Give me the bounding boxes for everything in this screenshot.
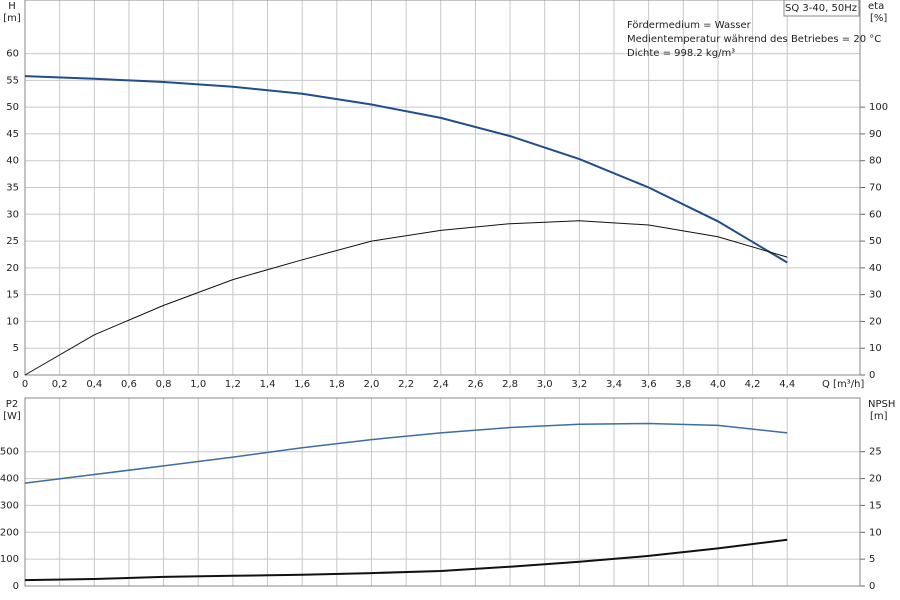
x-tick-label: 1,6 [294, 379, 310, 390]
y2-tick-label: 0 [869, 370, 875, 381]
y2-tick-label: 15 [869, 500, 882, 511]
x-tick-label: 0,4 [86, 379, 102, 390]
x-tick-label: 2,8 [502, 379, 518, 390]
x-tick-label: 0,6 [121, 379, 137, 390]
y-tick-label: 20 [6, 263, 19, 274]
x-tick-label: 1,8 [329, 379, 345, 390]
x-tick-label: 1,0 [190, 379, 206, 390]
y2-tick-label: 90 [869, 129, 882, 140]
y2-tick-label: 70 [869, 183, 882, 194]
y-tick-label: 15 [6, 290, 19, 301]
y-tick-label: 10 [6, 316, 19, 327]
y-tick-label: 45 [6, 129, 19, 140]
annotation: Dichte = 998.2 kg/m³ [627, 48, 735, 59]
y2-axis-label: eta [868, 1, 884, 12]
x-tick-label: 0,2 [52, 379, 68, 390]
y2-tick-label: 50 [869, 236, 882, 247]
y-axis-unit: [W] [3, 411, 21, 422]
x-tick-label: 3,2 [571, 379, 587, 390]
y-tick-label: 5 [13, 343, 19, 354]
plot-frame [24, 397, 861, 587]
series-line [24, 220, 788, 376]
plot-area [25, 398, 860, 586]
plot-frame [24, 0, 861, 376]
x-tick-label: 1,2 [225, 379, 241, 390]
x-tick-label: 1,4 [260, 379, 276, 390]
y-tick-label: 50 [6, 102, 19, 113]
y-tick-label: 500 [0, 447, 19, 458]
y-axis-unit: [m] [3, 13, 21, 24]
y-tick-label: 0 [13, 581, 19, 592]
y-tick-label: 100 [0, 554, 19, 565]
x-tick-label: 2,6 [467, 379, 483, 390]
y-axis-label: P2 [6, 399, 18, 410]
x-tick-label: 3,4 [606, 379, 622, 390]
series-line [24, 538, 788, 582]
y2-axis-unit: [m] [870, 411, 888, 422]
x-tick-label: 0 [22, 379, 28, 390]
y2-tick-label: 20 [869, 474, 882, 485]
series-line [24, 422, 788, 484]
x-tick-label: 4,2 [745, 379, 761, 390]
y-tick-label: 40 [6, 156, 19, 167]
x-tick-label: 2,2 [398, 379, 414, 390]
y2-tick-label: 10 [869, 527, 882, 538]
y2-tick-label: 60 [869, 209, 882, 220]
y-tick-label: 55 [6, 75, 19, 86]
annotation: Fördermedium = Wasser [627, 20, 752, 31]
y2-tick-label: 5 [869, 554, 875, 565]
x-tick-label: 3,0 [537, 379, 553, 390]
x-tick-label: 3,8 [675, 379, 691, 390]
y-tick-label: 35 [6, 183, 19, 194]
annotation: Medientemperatur während des Betriebes =… [627, 34, 881, 45]
x-tick-label: 4,0 [710, 379, 726, 390]
x-axis-label: Q [m³/h] [822, 379, 864, 390]
y2-tick-label: 40 [869, 263, 882, 274]
y-tick-label: 0 [13, 370, 19, 381]
y-axis-label: H [8, 1, 16, 12]
x-tick-label: 4,4 [779, 379, 795, 390]
x-tick-label: 0,8 [156, 379, 172, 390]
y-tick-label: 400 [0, 474, 19, 485]
x-tick-label: 2,4 [433, 379, 449, 390]
y2-tick-label: 25 [869, 447, 882, 458]
title-box [783, 0, 860, 17]
x-tick-label: 3,6 [641, 379, 657, 390]
y2-tick-label: 80 [869, 156, 882, 167]
chart-title: SQ 3-40, 50Hz [785, 3, 857, 14]
y2-tick-label: 0 [869, 581, 875, 592]
y-tick-label: 300 [0, 500, 19, 511]
y2-tick-label: 20 [869, 316, 882, 327]
y-tick-label: 30 [6, 209, 19, 220]
y-tick-label: 200 [0, 527, 19, 538]
y-tick-label: 60 [6, 49, 19, 60]
series-line [24, 75, 788, 264]
y2-tick-label: 100 [869, 102, 888, 113]
y2-tick-label: 10 [869, 343, 882, 354]
y2-axis-unit: [%] [870, 13, 887, 24]
y2-axis-label: NPSH [868, 399, 895, 410]
x-tick-label: 2,0 [364, 379, 380, 390]
y2-tick-label: 30 [869, 290, 882, 301]
y-tick-label: 25 [6, 236, 19, 247]
